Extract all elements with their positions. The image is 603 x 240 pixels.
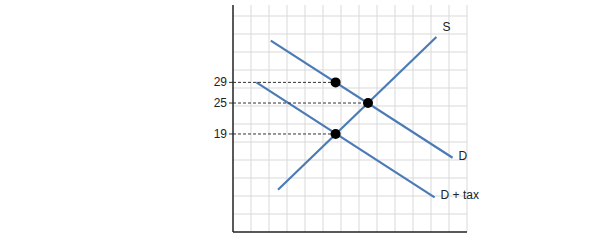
grid-line xyxy=(233,124,467,125)
y-tick-label: 19 xyxy=(214,127,228,141)
grid-line xyxy=(305,5,306,232)
guide-line xyxy=(233,82,336,83)
grid-line xyxy=(377,5,378,232)
chart: 19 25 29 S D D + tax xyxy=(0,0,603,240)
grid-line xyxy=(251,5,252,232)
x-axis xyxy=(233,231,467,233)
labels: S D D + tax xyxy=(441,20,479,202)
point xyxy=(363,98,373,108)
grid-line xyxy=(233,88,467,89)
grid-line xyxy=(233,214,467,215)
guide-line xyxy=(233,133,336,134)
guide-line xyxy=(233,103,368,104)
grid-line xyxy=(233,178,467,179)
grid-line xyxy=(341,5,342,232)
y-axis xyxy=(232,5,234,232)
y-tick-label: 29 xyxy=(214,75,228,89)
grid-line xyxy=(233,52,467,53)
grid-line xyxy=(269,5,270,232)
grid-line xyxy=(395,5,396,232)
series-label: D + tax xyxy=(441,188,479,202)
series-label: D xyxy=(459,149,468,163)
grid-line xyxy=(413,5,414,232)
grid-line xyxy=(233,70,467,71)
grid xyxy=(233,5,467,232)
grid-line xyxy=(233,34,467,35)
point xyxy=(331,77,341,87)
axes xyxy=(233,5,467,232)
grid-line xyxy=(359,5,360,232)
grid-line xyxy=(431,5,432,232)
y-tick-label: 25 xyxy=(214,96,228,110)
chart-svg: 19 25 29 S D D + tax xyxy=(0,0,603,240)
grid-line xyxy=(233,106,467,107)
series-line xyxy=(256,82,434,197)
grid-line xyxy=(233,16,467,17)
plot-area xyxy=(233,37,453,197)
grid-line xyxy=(323,5,324,232)
y-ticks: 19 25 29 xyxy=(214,75,233,141)
series-line xyxy=(271,41,453,158)
grid-line xyxy=(233,160,467,161)
point xyxy=(331,129,341,139)
series-label: S xyxy=(442,20,450,34)
grid-line xyxy=(287,5,288,232)
